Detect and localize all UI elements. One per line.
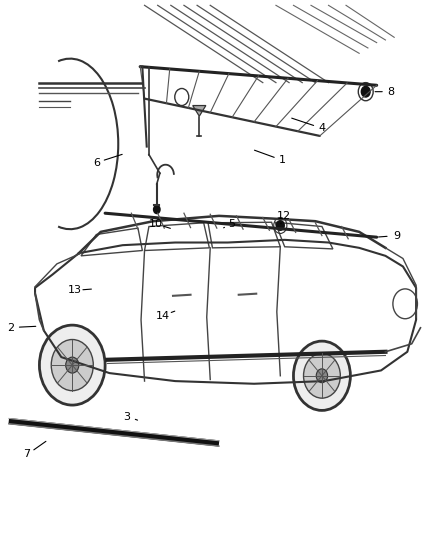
Circle shape: [316, 369, 328, 383]
Circle shape: [276, 221, 284, 230]
Text: 12: 12: [277, 211, 291, 221]
Circle shape: [361, 86, 370, 97]
Text: 5: 5: [229, 219, 236, 229]
Text: 4: 4: [318, 123, 325, 133]
Text: 10: 10: [148, 219, 162, 229]
Circle shape: [39, 325, 105, 405]
Text: 3: 3: [124, 412, 131, 422]
Circle shape: [66, 357, 79, 373]
Text: 9: 9: [393, 231, 400, 240]
Text: 7: 7: [24, 449, 31, 459]
Text: 1: 1: [279, 155, 286, 165]
Circle shape: [153, 205, 161, 214]
Circle shape: [51, 340, 93, 391]
Text: 2: 2: [7, 323, 14, 333]
Text: 13: 13: [67, 286, 81, 295]
Text: 6: 6: [93, 158, 100, 167]
Circle shape: [304, 353, 340, 398]
Text: 14: 14: [156, 311, 170, 320]
Polygon shape: [193, 106, 206, 116]
Text: 8: 8: [388, 87, 395, 96]
Circle shape: [293, 341, 350, 410]
